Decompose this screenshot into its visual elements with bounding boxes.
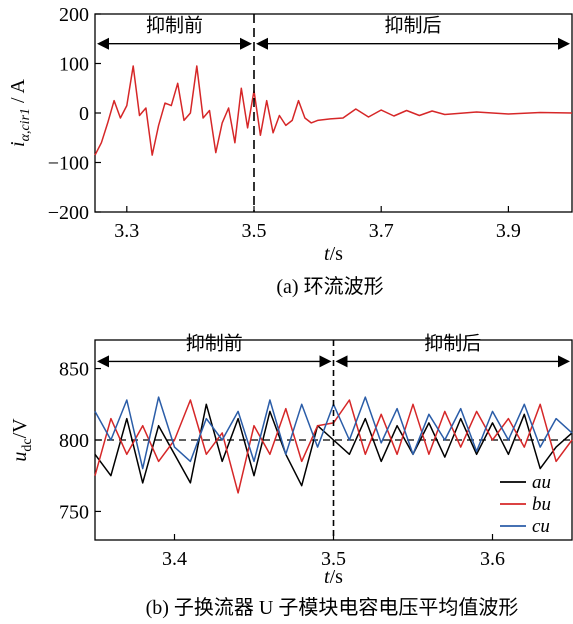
chart1-x-tick-label: 3.5 <box>242 220 267 242</box>
chart1-arrow-head-left <box>256 37 268 50</box>
chart1-annotation-label: 抑制后 <box>384 15 441 37</box>
chart1-y-tick-label: 200 <box>59 4 89 26</box>
chart2-legend-label-bu: bu <box>532 494 551 515</box>
chart1-x-tick-label: 3.7 <box>369 220 394 242</box>
chart1-arrow-head-right <box>558 37 570 50</box>
chart1-annotation-label: 抑制前 <box>146 15 203 37</box>
chart2-arrow-head-right <box>319 355 332 368</box>
chart2-annotation-label: 抑制后 <box>424 332 481 354</box>
chart1-x-axis-label: t/s <box>324 243 343 265</box>
chart2-arrow-head-left <box>97 355 109 368</box>
chart1-y-axis-label: iα,cir1 / A <box>7 79 33 147</box>
chart1-y-tick-label: 100 <box>59 54 89 76</box>
chart2-caption: (b) 子换流器 U 子模块电容电压平均值波形 <box>146 596 519 619</box>
chart2-legend-label-au: au <box>532 472 551 493</box>
chart2-legend-label-cu: cu <box>532 516 550 537</box>
chart2-annotation-label: 抑制前 <box>186 332 243 354</box>
chart2-x-axis-label: t/s <box>324 566 343 588</box>
chart2-y-axis-label: udc/V <box>9 418 35 462</box>
chart1-series-line-s0 <box>94 65 573 156</box>
chart1-y-tick-label: −100 <box>48 153 89 175</box>
chart2-arrow-head-left <box>335 355 348 368</box>
chart1-x-tick-label: 3.3 <box>114 220 139 242</box>
chart2-x-tick-label: 3.4 <box>162 548 187 570</box>
chart1-y-tick-label: −200 <box>48 202 89 224</box>
chart1-x-tick-label: 3.9 <box>496 220 521 242</box>
chart1-arrow-head-right <box>240 37 252 50</box>
chart1-caption: (a) 环流波形 <box>276 275 383 298</box>
chart2-y-tick-label: 850 <box>59 359 89 381</box>
chart1-arrow-head-left <box>97 37 109 50</box>
chart2-y-tick-label: 750 <box>59 501 89 523</box>
chart2-x-tick-label: 3.6 <box>480 548 505 570</box>
chart2-arrow-head-right <box>558 355 570 368</box>
chart2-y-tick-label: 800 <box>59 430 89 452</box>
chart1-y-tick-label: 0 <box>79 103 89 125</box>
chart2-x-tick-label: 3.5 <box>321 548 346 570</box>
